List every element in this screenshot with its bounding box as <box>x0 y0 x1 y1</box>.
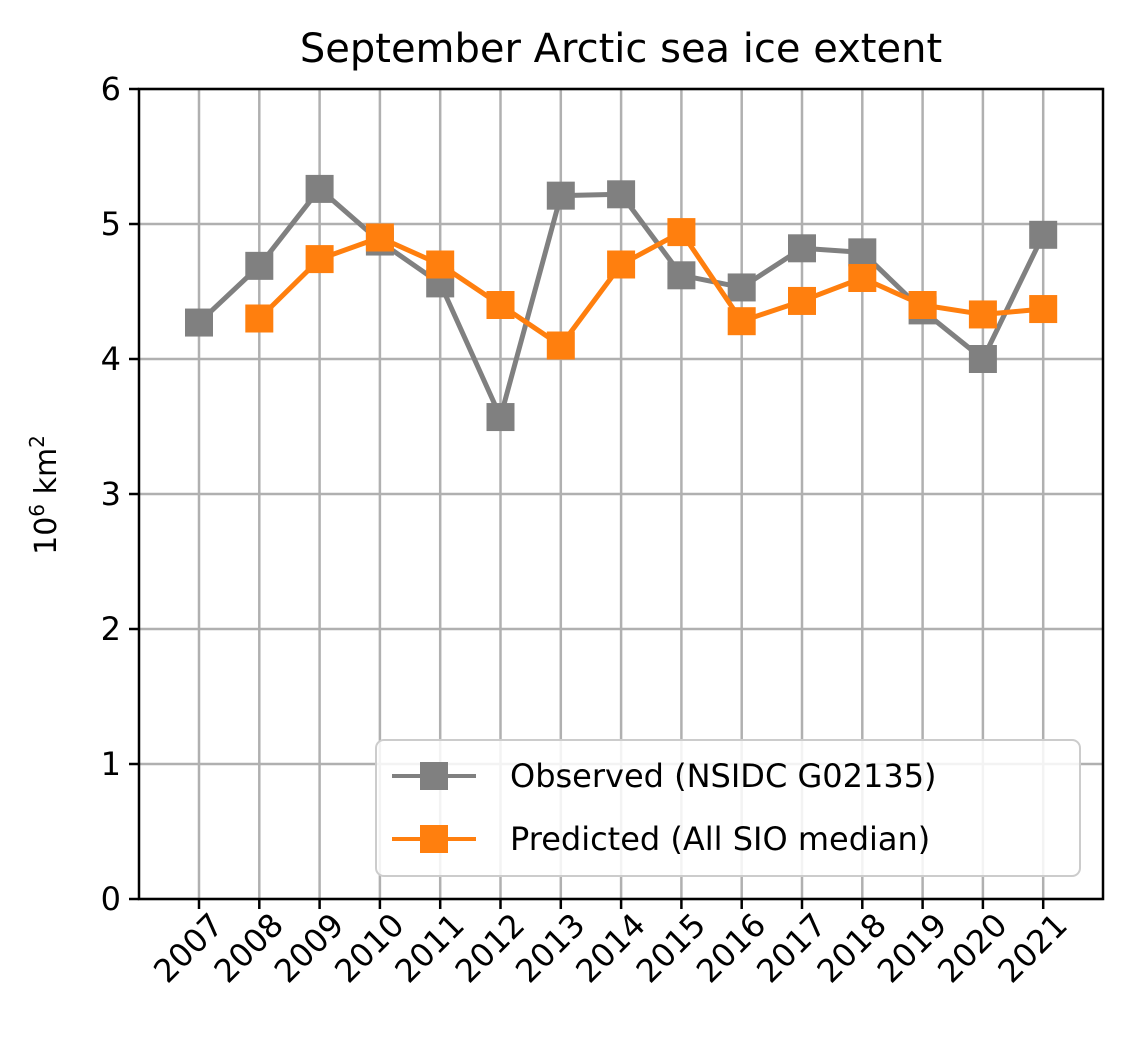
legend-marker-observed <box>420 762 448 790</box>
point-predicted-2020 <box>968 300 997 329</box>
x-tick-label-2011: 2011 <box>387 906 471 990</box>
x-tick-label-2020: 2020 <box>930 906 1014 990</box>
y-axis-label-exp1: 6 <box>25 504 49 517</box>
x-tick-label-2016: 2016 <box>689 906 773 990</box>
x-tick-label-2017: 2017 <box>749 906 833 990</box>
point-predicted-2013 <box>546 331 575 360</box>
x-tick-label-2010: 2010 <box>327 906 411 990</box>
legend: Observed (NSIDC G02135) Predicted (All S… <box>375 739 1081 877</box>
x-tick-label-2015: 2015 <box>629 906 713 990</box>
x-tick-label-2012: 2012 <box>448 906 532 990</box>
point-predicted-2008 <box>245 304 274 333</box>
point-predicted-2014 <box>607 250 636 279</box>
point-observed-2020 <box>968 345 997 373</box>
point-observed-2013 <box>546 181 575 210</box>
x-tick-label-2014: 2014 <box>568 906 652 990</box>
legend-label-predicted: Predicted (All SIO median) <box>510 820 930 858</box>
x-tick-label-2013: 2013 <box>508 906 592 990</box>
legend-box <box>375 739 1081 877</box>
x-tick-label-2019: 2019 <box>870 906 954 990</box>
y-tick-label-4: 4 <box>101 340 121 378</box>
point-predicted-2021 <box>1029 295 1058 324</box>
series-predicted <box>245 218 1058 360</box>
legend-label-observed: Observed (NSIDC G02135) <box>510 757 937 795</box>
y-axis-label-exp2: 2 <box>25 435 49 448</box>
point-observed-2012 <box>486 403 515 432</box>
point-predicted-2009 <box>305 245 334 274</box>
x-tick-label-2021: 2021 <box>990 906 1074 990</box>
y-tick-label-3: 3 <box>101 475 121 513</box>
x-tick-label-2008: 2008 <box>207 906 291 990</box>
point-predicted-2011 <box>426 250 455 279</box>
chart-title: September Arctic sea ice extent <box>300 26 942 72</box>
point-observed-2018 <box>848 238 877 267</box>
y-axis-label: 106 km2 <box>25 435 64 555</box>
y-axis-label-unit: km <box>29 448 64 504</box>
y-tick-label-6: 6 <box>101 70 121 108</box>
x-tick-label-2018: 2018 <box>810 906 894 990</box>
y-tick-label-0: 0 <box>101 880 121 918</box>
point-observed-2007 <box>185 308 213 337</box>
point-predicted-2017 <box>788 286 816 315</box>
point-observed-2015 <box>667 261 696 290</box>
point-predicted-2018 <box>848 264 877 292</box>
series-layer <box>185 174 1058 432</box>
point-observed-2008 <box>245 251 274 280</box>
point-predicted-2016 <box>727 307 756 336</box>
point-predicted-2015 <box>667 218 696 247</box>
point-observed-2014 <box>607 180 636 209</box>
point-predicted-2012 <box>486 291 515 319</box>
point-predicted-2019 <box>908 291 937 319</box>
point-observed-2017 <box>788 234 816 263</box>
point-observed-2021 <box>1029 220 1058 249</box>
legend-marker-predicted <box>420 825 448 853</box>
point-predicted-2010 <box>365 223 394 252</box>
y-tick-label-5: 5 <box>101 205 121 243</box>
y-axis-label-base: 10 <box>29 517 64 555</box>
x-tick-label-2007: 2007 <box>146 906 230 990</box>
y-tick-label-1: 1 <box>101 745 121 783</box>
y-tick-label-2: 2 <box>101 610 121 648</box>
point-observed-2009 <box>305 174 334 203</box>
point-observed-2016 <box>727 273 756 302</box>
x-tick-label-2009: 2009 <box>267 906 351 990</box>
